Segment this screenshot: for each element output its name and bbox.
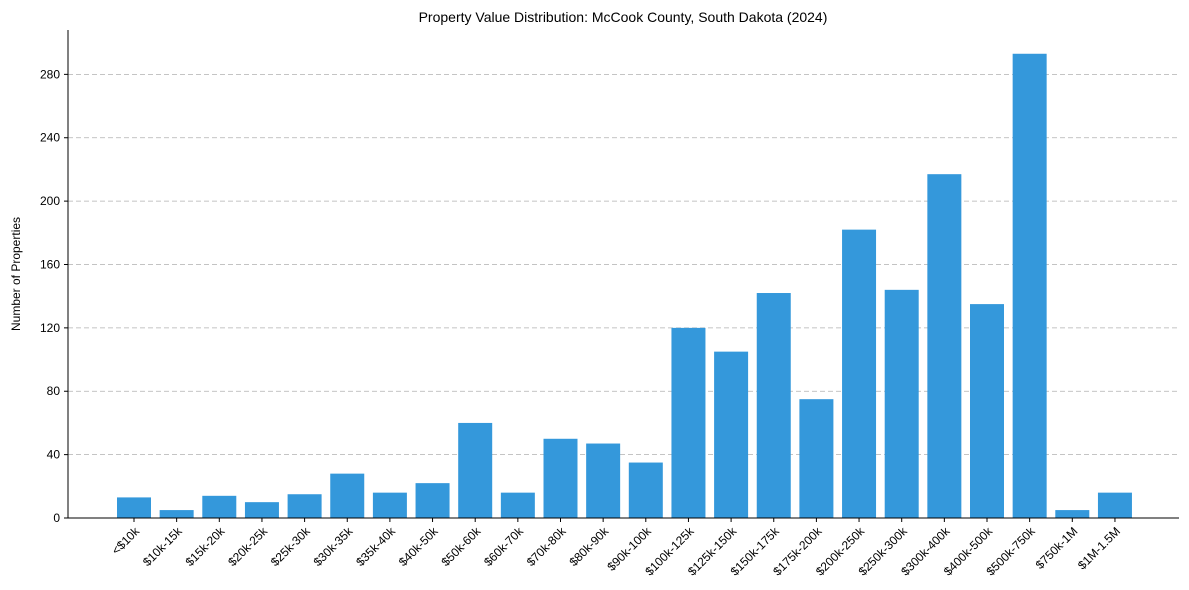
y-tick-label: 240 bbox=[40, 131, 60, 145]
y-ticks: 0 40 80 120 160 200 240 280 bbox=[40, 67, 68, 525]
bar-13 bbox=[671, 327, 706, 518]
bar-22 bbox=[1055, 510, 1090, 518]
x-tick-label: $70k-80k bbox=[524, 524, 570, 570]
y-tick-label: 80 bbox=[47, 384, 61, 398]
y-axis-label: Number of Properties bbox=[9, 217, 23, 331]
x-tick-label: $10k-15k bbox=[140, 524, 186, 570]
bar-18 bbox=[884, 289, 919, 518]
bar-23 bbox=[1097, 492, 1132, 518]
y-tick-label: 200 bbox=[40, 194, 60, 208]
x-tick-label: $60k-70k bbox=[481, 524, 527, 570]
bar-6 bbox=[372, 492, 407, 518]
x-tick-label: $40k-50k bbox=[396, 524, 442, 570]
bar-19 bbox=[927, 174, 962, 518]
bar-10 bbox=[543, 438, 578, 518]
x-tick-label: $15k-20k bbox=[183, 524, 229, 570]
y-tick-label: 40 bbox=[47, 448, 61, 462]
x-tick-label: $30k-35k bbox=[311, 524, 357, 570]
bar-7 bbox=[415, 483, 450, 518]
x-ticks: <$10k$10k-15k$15k-20k$20k-25k$25k-30k$30… bbox=[109, 518, 1123, 578]
chart-title: Property Value Distribution: McCook Coun… bbox=[419, 9, 828, 25]
bar-2 bbox=[202, 495, 237, 518]
x-tick-label: $35k-40k bbox=[353, 524, 399, 570]
bar-16 bbox=[799, 399, 834, 518]
bar-5 bbox=[330, 473, 365, 518]
bar-14 bbox=[714, 351, 749, 518]
x-tick-label: $1M-1.5M bbox=[1075, 524, 1123, 572]
y-tick-label: 280 bbox=[40, 67, 60, 81]
bar-3 bbox=[244, 502, 279, 518]
bar-21 bbox=[1012, 53, 1047, 518]
bar-4 bbox=[287, 494, 322, 518]
bar-1 bbox=[159, 510, 194, 518]
bar-9 bbox=[500, 492, 535, 518]
bar-12 bbox=[628, 462, 663, 518]
bars bbox=[117, 53, 1132, 519]
grid-lines bbox=[68, 73, 1179, 456]
axes bbox=[67, 30, 1179, 519]
x-tick-label: <$10k bbox=[109, 524, 143, 558]
x-tick-label: $20k-25k bbox=[225, 524, 271, 570]
bar-17 bbox=[842, 229, 877, 519]
x-tick-label: $50k-60k bbox=[439, 524, 485, 570]
y-tick-label: 0 bbox=[53, 511, 60, 525]
bar-15 bbox=[756, 293, 791, 518]
bar-8 bbox=[458, 422, 493, 518]
bar-11 bbox=[586, 443, 621, 518]
x-tick-label: $750k-1M bbox=[1033, 524, 1081, 572]
y-tick-label: 120 bbox=[40, 321, 60, 335]
bar-20 bbox=[970, 304, 1004, 518]
bar-0 bbox=[117, 497, 151, 518]
y-tick-label: 160 bbox=[40, 257, 60, 271]
x-tick-label: $25k-30k bbox=[268, 524, 314, 570]
